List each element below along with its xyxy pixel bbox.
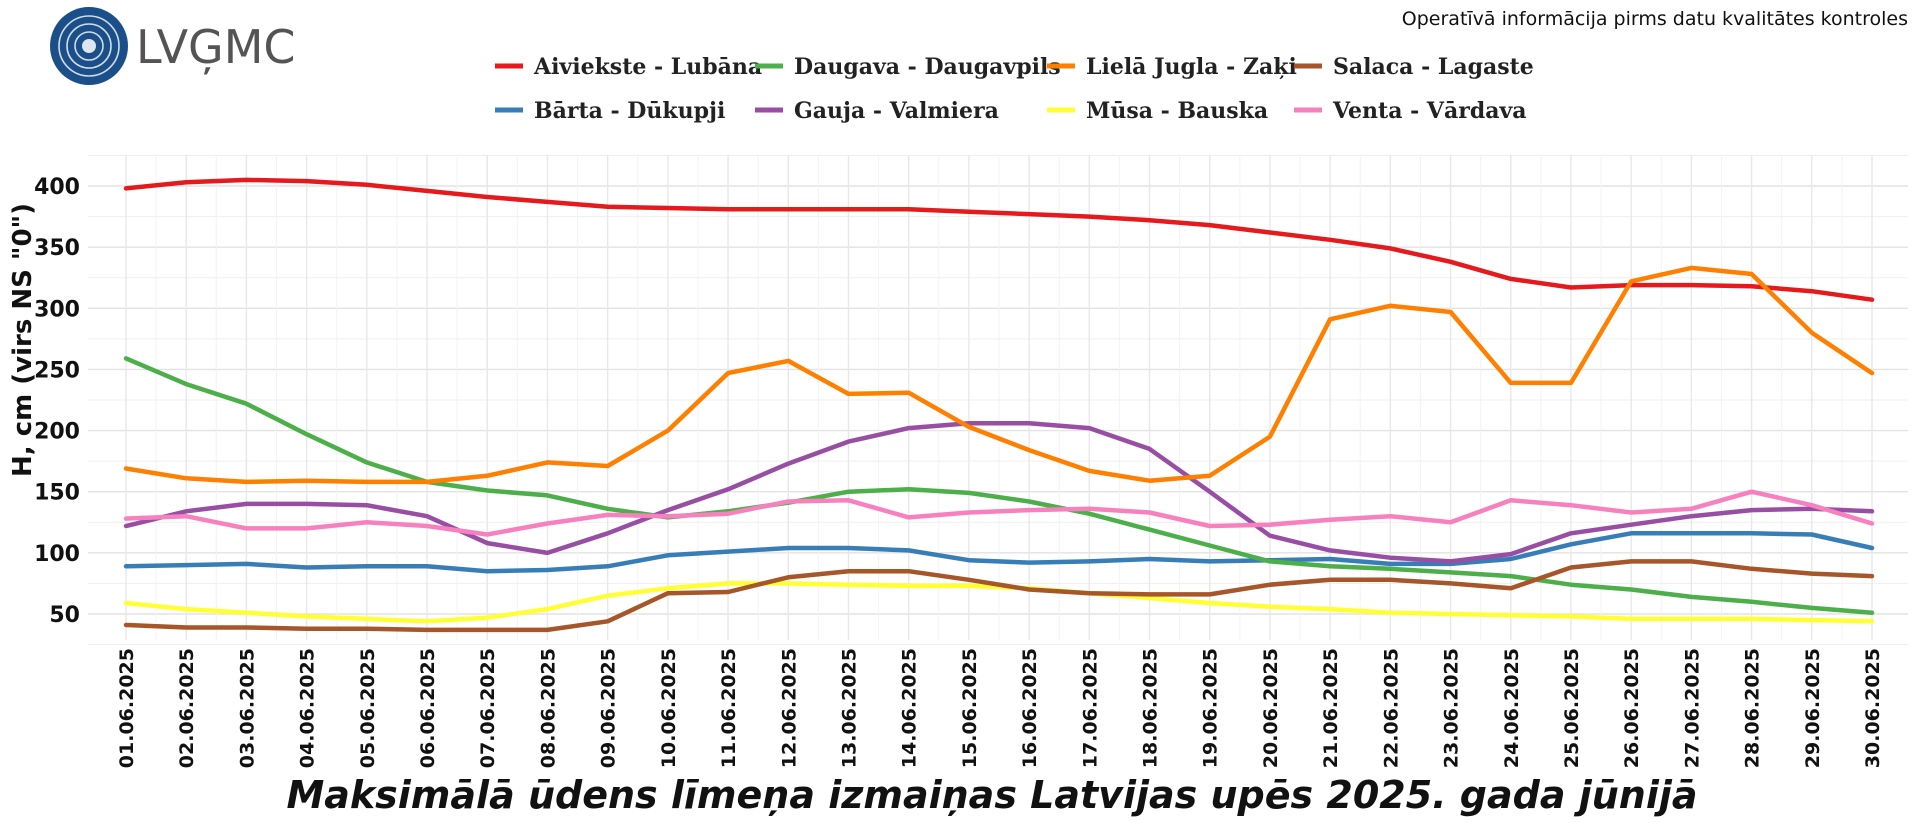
legend-label: Lielā Jugla - Zaķi [1086,54,1297,80]
legend-label: Mūsa - Bauska [1086,98,1268,124]
y-tick-label: 350 [34,236,80,261]
y-tick-label: 300 [34,297,80,322]
y-tick-label: 400 [34,175,80,200]
x-tick-label: 04.06.2025 [297,648,319,768]
legend-label: Aiviekste - Lubāna [533,54,762,80]
x-tick-label: 05.06.2025 [357,648,379,768]
logo: LVĢMC [50,7,296,85]
x-tick-label: 23.06.2025 [1441,648,1463,768]
x-tick-label: 10.06.2025 [658,648,680,768]
series-line-3 [123,356,1875,616]
x-axis: 01.06.2025 02.06.2025 03.06.2025 04.06.2025… [116,648,1884,768]
x-tick-label: 03.06.2025 [236,648,258,768]
legend-item: Bārta - Dūkupji [495,98,725,124]
chart-title: Maksimālā ūdens līmeņa izmaiņas Latvijas… [286,773,1697,817]
x-tick-label: 08.06.2025 [537,648,559,768]
x-tick-label: 19.06.2025 [1200,648,1222,768]
x-tick-label: 15.06.2025 [959,648,981,768]
x-tick-label: 18.06.2025 [1140,648,1162,768]
x-tick-label: 09.06.2025 [598,648,620,768]
y-tick-label: 250 [34,358,80,383]
y-tick-label: 100 [34,542,80,567]
logo-emblem-icon [50,7,128,85]
x-tick-label: 16.06.2025 [1019,648,1041,768]
legend: Aiviekste - Lubāna Bārta - Dūkupji Daugava… [495,54,1534,124]
series-line-8 [123,489,1875,537]
legend-label: Salaca - Lagaste [1333,54,1534,80]
preliminary-note: Operatīvā informācija pirms datu kvalitā… [1402,8,1908,30]
legend-item: Venta - Vārdava [1294,98,1527,124]
y-tick-label: 200 [34,420,80,445]
y-axis-label: H, cm (virs NS "0") [8,203,38,477]
legend-label: Gauja - Valmiera [794,98,999,124]
x-tick-label: 29.06.2025 [1802,648,1824,768]
x-tick-label: 17.06.2025 [1079,648,1101,768]
x-tick-label: 25.06.2025 [1561,648,1583,768]
x-tick-label: 30.06.2025 [1862,648,1884,768]
series-line-5 [123,265,1875,485]
x-tick-label: 07.06.2025 [477,648,499,768]
y-tick-label: 150 [34,481,80,506]
legend-item: Gauja - Valmiera [755,98,999,124]
x-tick-label: 13.06.2025 [838,648,860,768]
series-line-2 [123,531,1875,574]
x-tick-label: 27.06.2025 [1681,648,1703,768]
grid [88,154,1908,646]
x-tick-label: 21.06.2025 [1320,648,1342,768]
x-tick-label: 14.06.2025 [899,648,921,768]
x-tick-label: 01.06.2025 [116,648,138,768]
x-tick-label: 06.06.2025 [417,648,439,768]
x-tick-label: 28.06.2025 [1742,648,1764,768]
y-tick-label: 50 [49,603,80,628]
x-tick-label: 26.06.2025 [1621,648,1643,768]
logo-text: LVĢMC [136,20,296,75]
legend-label: Venta - Vārdava [1332,98,1527,124]
y-axis: 50 100 150 200 250 300 350 400 [34,175,80,628]
x-tick-label: 11.06.2025 [718,648,740,768]
legend-item: Mūsa - Bauska [1047,98,1268,124]
x-tick-label: 24.06.2025 [1501,648,1523,768]
series-line-1 [123,177,1875,302]
series-lines [123,177,1875,633]
legend-item: Aiviekste - Lubāna [495,54,762,80]
x-tick-label: 12.06.2025 [778,648,800,768]
legend-item: Daugava - Daugavpils [755,54,1061,80]
series-line-6 [123,581,1875,624]
x-tick-label: 20.06.2025 [1260,648,1282,768]
x-tick-label: 02.06.2025 [176,648,198,768]
legend-item: Lielā Jugla - Zaķi [1047,54,1297,80]
legend-label: Bārta - Dūkupji [534,98,725,124]
legend-item: Salaca - Lagaste [1294,54,1534,80]
legend-label: Daugava - Daugavpils [794,54,1061,80]
x-tick-label: 22.06.2025 [1380,648,1402,768]
series-line-4 [123,420,1875,564]
series-line-7 [123,559,1875,633]
